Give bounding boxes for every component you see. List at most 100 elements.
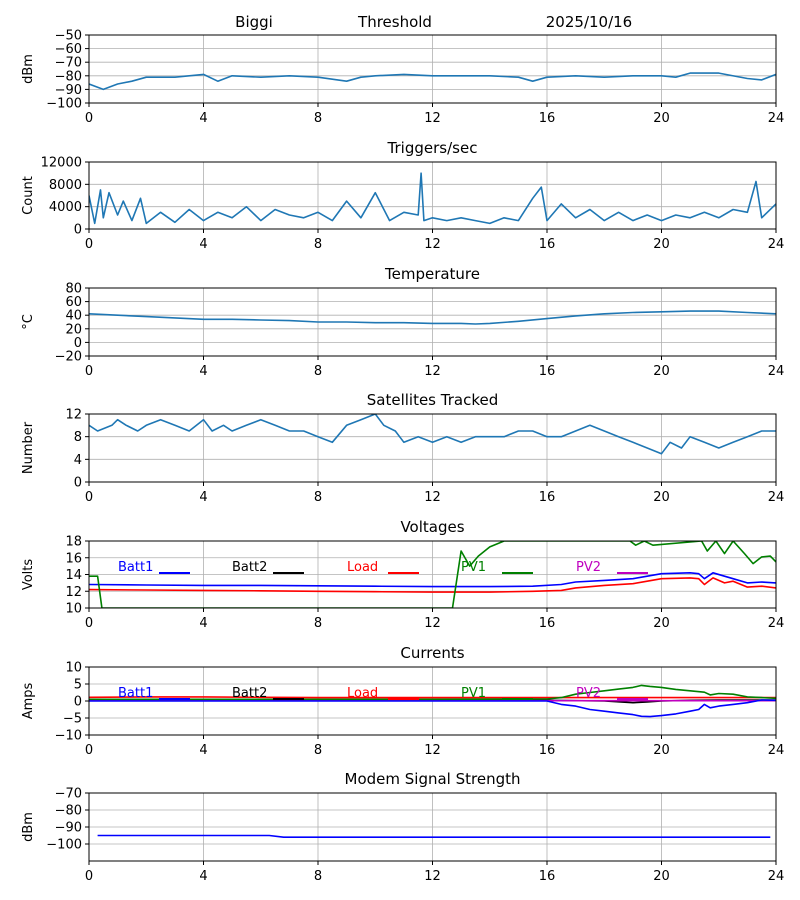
x-tick-label: 0	[85, 869, 93, 884]
x-tick-label: 20	[653, 364, 670, 379]
x-tick-label: 24	[768, 111, 785, 126]
legend-label: PV2	[576, 686, 601, 701]
x-tick-label: 12	[424, 869, 441, 884]
date-label: 2025/10/16	[546, 13, 632, 31]
chart-title: Currents	[400, 644, 464, 662]
x-tick-label: 0	[85, 237, 93, 252]
series-line-load	[89, 577, 776, 593]
series-line-triggers	[89, 172, 776, 225]
y-tick-label: 12	[65, 585, 82, 600]
x-tick-label: 16	[539, 111, 556, 126]
x-tick-label: 24	[768, 364, 785, 379]
x-tick-label: 8	[314, 111, 322, 126]
chart-modem: 0 4 8 12 16 20 24 −100 −90 −80 −70 Modem Signal Str…	[21, 770, 784, 884]
mode-label: Threshold	[357, 13, 432, 31]
x-tick-label: 24	[768, 869, 785, 884]
x-tick-label: 16	[539, 616, 556, 631]
y-tick-label: −90	[55, 83, 82, 98]
x-tick-label: 24	[768, 490, 785, 505]
x-tick-label: 4	[199, 743, 207, 758]
series-line-modem	[97, 834, 771, 839]
chart-title: Temperature	[384, 265, 480, 283]
y-tick-label: −100	[46, 97, 82, 112]
y-axis-label: Volts	[21, 559, 36, 591]
x-tick-label: 0	[85, 111, 93, 126]
y-tick-label: 60	[65, 295, 82, 310]
x-tick-label: 12	[424, 616, 441, 631]
legend-label: Load	[347, 560, 378, 575]
chart-title: Modem Signal Strength	[345, 770, 521, 788]
y-tick-label: 0	[74, 336, 82, 351]
y-tick-label: 12	[65, 408, 82, 423]
station-name: Biggi	[235, 13, 273, 31]
series-line-load	[89, 696, 776, 699]
series-line-pv1	[89, 541, 776, 608]
y-axis-label: Number	[21, 421, 36, 474]
y-tick-label: 14	[65, 568, 82, 583]
legend-label: PV1	[461, 560, 486, 575]
x-tick-label: 16	[539, 743, 556, 758]
chart-satellites: 0 4 8 12 16 20 24 0 4 8 12 Satellites Tracked Number	[21, 391, 784, 505]
y-tick-label: −10	[55, 729, 82, 744]
chart-signal: 0 4 8 12 16 20 24 −100−90−80−70−60−50 dBm	[21, 29, 784, 127]
series-line-signal	[89, 72, 776, 91]
chart-title: Satellites Tracked	[367, 391, 498, 409]
y-tick-label: 18	[65, 535, 82, 550]
y-tick-label: 80	[65, 282, 82, 297]
x-tick-label: 12	[424, 490, 441, 505]
x-tick-label: 20	[653, 111, 670, 126]
x-tick-label: 16	[539, 237, 556, 252]
y-tick-label: −20	[55, 350, 82, 365]
y-tick-label: 5	[74, 678, 82, 693]
x-tick-label: 12	[424, 111, 441, 126]
y-tick-label: 10	[65, 661, 82, 676]
y-tick-label: −80	[55, 804, 82, 819]
x-tick-label: 4	[199, 364, 207, 379]
x-tick-label: 12	[424, 237, 441, 252]
legend: Batt1 Batt2 Load PV1 PV2	[118, 560, 648, 575]
x-tick-label: 20	[653, 616, 670, 631]
y-axis-label: Amps	[21, 682, 36, 719]
legend-label: Batt2	[232, 686, 267, 701]
x-tick-label: 0	[85, 616, 93, 631]
y-axis-label: Count	[21, 176, 36, 215]
x-tick-label: 24	[768, 743, 785, 758]
x-tick-label: 8	[314, 869, 322, 884]
x-tick-label: 4	[199, 490, 207, 505]
y-tick-label: 4	[74, 453, 82, 468]
y-tick-label: 16	[65, 551, 82, 566]
legend-label: Load	[347, 686, 378, 701]
x-tick-label: 0	[85, 490, 93, 505]
x-tick-label: 12	[424, 743, 441, 758]
x-tick-label: 8	[314, 616, 322, 631]
x-tick-label: 4	[199, 616, 207, 631]
y-tick-label: 8	[74, 430, 82, 445]
x-tick-label: 8	[314, 237, 322, 252]
y-tick-label: −70	[55, 56, 82, 71]
y-axis-label: °C	[21, 314, 36, 330]
y-axis-label: dBm	[21, 54, 36, 84]
x-tick-label: 4	[199, 869, 207, 884]
x-tick-label: 24	[768, 616, 785, 631]
legend: Batt1 Batt2 Load PV1 PV2	[118, 686, 648, 701]
series-line-satellites	[89, 414, 776, 455]
y-tick-label: 4000	[49, 200, 82, 215]
x-tick-label: 12	[424, 364, 441, 379]
series-line-batt1	[89, 571, 776, 588]
x-tick-label: 0	[85, 743, 93, 758]
y-tick-label: 20	[65, 322, 82, 337]
x-tick-label: 16	[539, 490, 556, 505]
x-tick-label: 20	[653, 490, 670, 505]
legend-label: PV1	[461, 686, 486, 701]
x-tick-label: 20	[653, 237, 670, 252]
legend-label: Batt1	[118, 560, 153, 575]
y-tick-label: −80	[55, 69, 82, 84]
y-tick-label: −5	[63, 712, 82, 727]
x-tick-label: 4	[199, 237, 207, 252]
y-tick-label: −100	[46, 838, 82, 853]
